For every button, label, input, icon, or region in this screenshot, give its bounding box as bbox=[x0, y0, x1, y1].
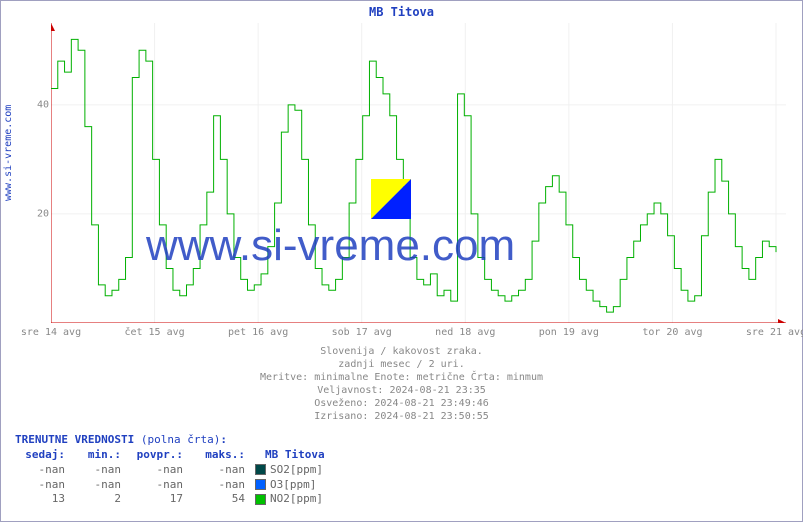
stats-label: NO2[ppm] bbox=[251, 492, 331, 507]
ytick-label: 40 bbox=[37, 99, 49, 110]
swatch-icon bbox=[255, 479, 266, 490]
stats-row: -nan-nan-nan-nanSO2[ppm] bbox=[15, 463, 331, 478]
meta-line-6: Izrisano: 2024-08-21 23:50:55 bbox=[1, 410, 802, 423]
stats-max: -nan bbox=[189, 463, 251, 478]
stats-avg: -nan bbox=[127, 478, 189, 493]
stats-min: -nan bbox=[71, 463, 127, 478]
stats-label: O3[ppm] bbox=[251, 478, 331, 493]
stats-h-avg: povpr.: bbox=[127, 448, 189, 463]
chart-frame: MB Titova www.si-vreme.com 2040 sre 14 a… bbox=[0, 0, 803, 522]
stats-min: 2 bbox=[71, 492, 127, 507]
watermark-logo bbox=[371, 179, 411, 219]
stats-min: -nan bbox=[71, 478, 127, 493]
stats-header-row: sedaj: min.: povpr.: maks.: MB Titova bbox=[15, 448, 331, 463]
xtick-label: tor 20 avg bbox=[642, 327, 702, 338]
ytick-label: 20 bbox=[37, 208, 49, 219]
xtick-label: sob 17 avg bbox=[332, 327, 392, 338]
xtick-label: ned 18 avg bbox=[435, 327, 495, 338]
meta-line-3: Meritve: minimalne Enote: metrične Črta:… bbox=[1, 371, 802, 384]
stats-h-now: sedaj: bbox=[15, 448, 71, 463]
line-chart-svg bbox=[51, 23, 786, 323]
stats-row: -nan-nan-nan-nanO3[ppm] bbox=[15, 478, 331, 493]
y-axis-ticks: 2040 bbox=[31, 23, 49, 323]
stats-now: -nan bbox=[15, 463, 71, 478]
meta-line-4: Veljavnost: 2024-08-21 23:35 bbox=[1, 384, 802, 397]
swatch-icon bbox=[255, 464, 266, 475]
stats-h-min: min.: bbox=[71, 448, 127, 463]
xtick-label: sre 14 avg bbox=[21, 327, 81, 338]
meta-line-1: Slovenija / kakovost zraka. bbox=[1, 345, 802, 358]
stats-max: -nan bbox=[189, 478, 251, 493]
xtick-label: pon 19 avg bbox=[539, 327, 599, 338]
stats-block: TRENUTNE VREDNOSTI (polna črta): sedaj: … bbox=[15, 433, 331, 507]
xtick-label: sre 21 avg bbox=[746, 327, 803, 338]
stats-series-label: MB Titova bbox=[251, 448, 331, 463]
stats-label: SO2[ppm] bbox=[251, 463, 331, 478]
stats-title: TRENUTNE VREDNOSTI (polna črta): bbox=[15, 433, 331, 448]
meta-line-2: zadnji mesec / 2 uri. bbox=[1, 358, 802, 371]
meta-line-5: Osveženo: 2024-08-21 23:49:46 bbox=[1, 397, 802, 410]
stats-table: sedaj: min.: povpr.: maks.: MB Titova -n… bbox=[15, 448, 331, 507]
stats-h-max: maks.: bbox=[189, 448, 251, 463]
stats-avg: 17 bbox=[127, 492, 189, 507]
x-axis-labels: sre 14 avgčet 15 avgpet 16 avgsob 17 avg… bbox=[51, 327, 786, 341]
stats-title-sub: (polna črta) bbox=[141, 433, 220, 446]
stats-row: 1321754NO2[ppm] bbox=[15, 492, 331, 507]
stats-max: 54 bbox=[189, 492, 251, 507]
stats-now: -nan bbox=[15, 478, 71, 493]
xtick-label: pet 16 avg bbox=[228, 327, 288, 338]
chart-title: MB Titova bbox=[1, 5, 802, 19]
swatch-icon bbox=[255, 494, 266, 505]
meta-block: Slovenija / kakovost zraka. zadnji mesec… bbox=[1, 345, 802, 423]
xtick-label: čet 15 avg bbox=[124, 327, 184, 338]
stats-now: 13 bbox=[15, 492, 71, 507]
plot-area bbox=[51, 23, 786, 323]
stats-avg: -nan bbox=[127, 463, 189, 478]
ylabel-site: www.si-vreme.com bbox=[3, 105, 14, 201]
stats-title-main: TRENUTNE VREDNOSTI bbox=[15, 433, 134, 446]
